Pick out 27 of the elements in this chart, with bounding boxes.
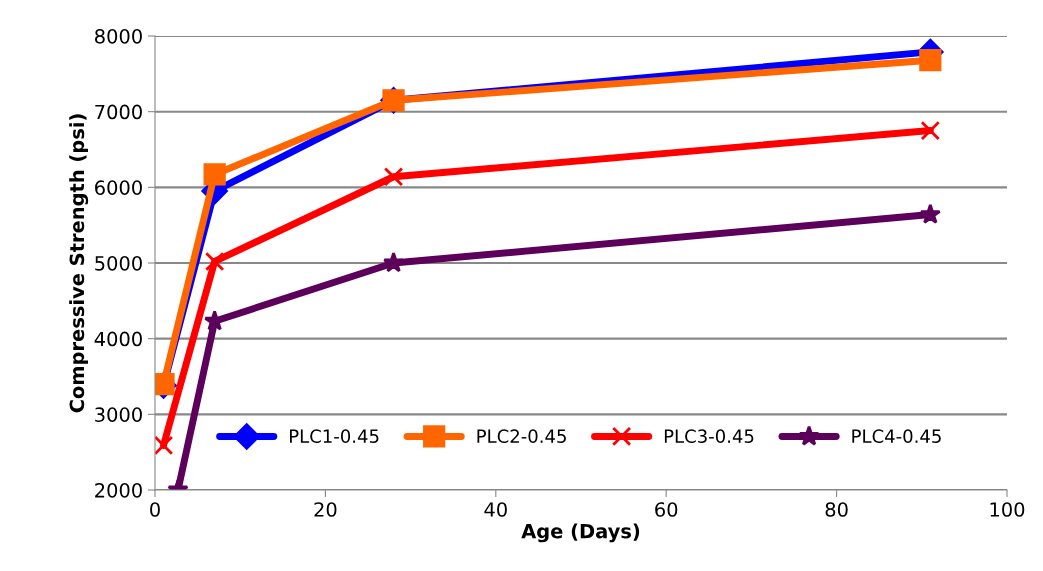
x-tick-label: 0 — [150, 502, 160, 517]
y-tick-label: 4000 — [94, 331, 142, 347]
point — [919, 49, 942, 72]
point — [919, 203, 941, 224]
legend-label: PLC3-0.45 — [664, 429, 754, 444]
y-tick-label: 8000 — [95, 28, 142, 44]
point — [204, 251, 225, 272]
legend-label: PLC2-0.45 — [477, 429, 566, 444]
y-tick-label: 7000 — [95, 104, 142, 120]
point — [382, 251, 405, 273]
point — [920, 120, 941, 141]
y-tick-label: 3000 — [95, 407, 142, 422]
y-axis-title: Compressive Strength (psi) — [69, 114, 89, 413]
x-tick-label: 20 — [314, 502, 337, 517]
x-tick-label: 100 — [990, 502, 1025, 517]
legend-label: PLC1-0.45 — [290, 429, 379, 444]
point — [155, 435, 174, 456]
y-tick-label: 5000 — [95, 255, 142, 271]
x-tick-label: 60 — [655, 502, 678, 517]
x-tick-label: 80 — [825, 502, 848, 517]
point — [203, 163, 226, 186]
x-axis-title: Age (Days) — [521, 523, 640, 543]
y-tick-label: 6000 — [95, 180, 142, 195]
x-tick-label: 40 — [484, 502, 507, 517]
point — [383, 167, 404, 187]
legend-label: PLC4-0.45 — [852, 429, 941, 444]
y-tick-label: 2000 — [95, 482, 142, 498]
